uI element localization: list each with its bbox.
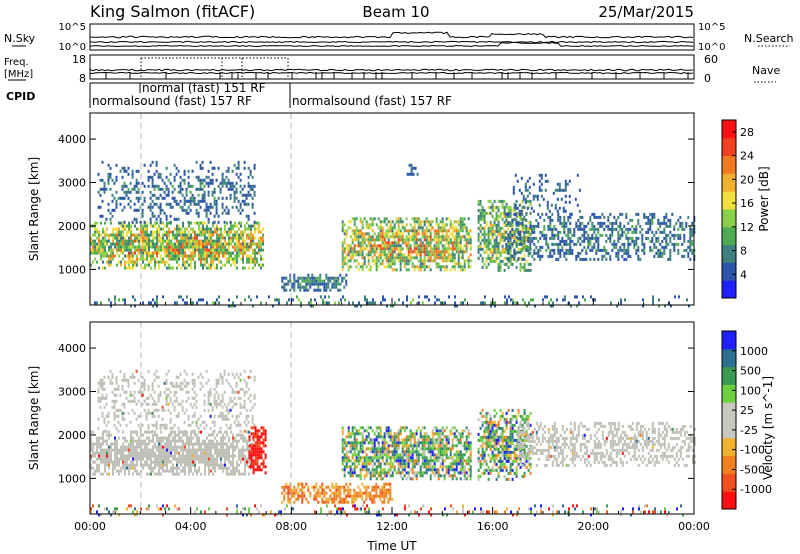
colorbar-segment	[722, 173, 736, 192]
colorbar-tick-label: 16	[740, 197, 754, 210]
velocity-heatmap-cells	[90, 369, 696, 517]
ytick-label: 3000	[58, 386, 86, 399]
nsky-tick-top: 10^5	[59, 22, 86, 33]
colorbar-segment	[722, 420, 736, 439]
station-title: King Salmon (fitACF)	[90, 2, 255, 21]
nave-tick-bottom: 0	[704, 72, 711, 85]
ytick-label: 3000	[58, 177, 86, 190]
colorbar-tick-label: 4	[740, 268, 747, 281]
colorbar-tick-label: 500	[740, 365, 761, 378]
colorbar-tick-label: 8	[740, 245, 747, 258]
nave-label: Nave	[752, 64, 780, 77]
xtick-label: 00:00	[74, 520, 106, 533]
colorbar-tick-label: 28	[740, 126, 754, 139]
ytick-label: 1000	[58, 472, 86, 485]
colorbar-segment	[722, 473, 736, 492]
power-plot-frame	[89, 112, 695, 306]
colorbar-tick-label: 25	[740, 404, 754, 417]
freq-unit: [MHz]	[4, 69, 33, 80]
ytick-label: 4000	[58, 133, 86, 146]
colorbar-segment	[722, 191, 736, 210]
colorbar-segment	[722, 120, 736, 139]
cpid-segment-2: normal (fast) 151 RF	[142, 81, 266, 95]
colorbar-segment	[722, 226, 736, 246]
xtick-label: 12:00	[376, 520, 408, 533]
cpid-strip: CPID normalsound (fast) 157 RF normal (f…	[6, 81, 694, 108]
colorbar-segment	[722, 491, 736, 510]
colorbar-tick-label: 20	[740, 173, 754, 186]
cpid-segment-1: normalsound (fast) 157 RF	[92, 94, 252, 108]
colorbar-tick-label: 24	[740, 150, 754, 163]
colorbar-segment	[722, 137, 736, 157]
colorbar-segment	[722, 437, 736, 457]
colorbar-segment	[722, 455, 736, 474]
freq-label: Freq.	[4, 57, 29, 68]
colorbar-segment	[722, 366, 736, 385]
xtick-label: 16:00	[477, 520, 509, 533]
ytick-label: 2000	[58, 220, 86, 233]
colorbar-segment	[722, 209, 736, 228]
colorbar-segment	[722, 262, 736, 281]
nsearch-tick-top: 10^5	[698, 22, 725, 33]
power-heatmap-cells	[90, 160, 696, 308]
nsky-label: N.Sky	[4, 32, 36, 45]
xtick-label: 20:00	[577, 520, 609, 533]
power-ylabel: Slant Range [km]	[27, 157, 41, 261]
freq-strip: Freq. [MHz] 18 8 60 0 Nave	[4, 53, 780, 85]
nsky-tick-bottom: 10^0	[59, 42, 86, 53]
colorbar-tick-label: -100	[740, 444, 765, 457]
ytick-label: 4000	[58, 342, 86, 355]
power-panel: 1000 2000 3000 4000 Slant Range [km]	[27, 112, 696, 308]
colorbar-segment	[722, 348, 736, 368]
velocity-ylabel: Slant Range [km]	[27, 366, 41, 470]
xtick-label: 08:00	[275, 520, 307, 533]
beam-title: Beam 10	[362, 3, 429, 21]
freq-tick-bottom: 8	[79, 72, 86, 85]
cpid-label: CPID	[6, 90, 35, 103]
nave-tick-top: 60	[704, 53, 718, 66]
velocity-colorbar: 1000 500 100 25 -25 -100 -500 -1000 Velocity [m…	[721, 330, 775, 510]
colorbar-segment	[722, 402, 736, 421]
cpid-segment-3: normalsound (fast) 157 RF	[292, 94, 452, 108]
colorbar-tick-label: 1000	[740, 345, 768, 358]
power-colorbar-label: Power [dB]	[757, 166, 771, 231]
xtick-label: 00:00	[678, 520, 710, 533]
colorbar-tick-label: -25	[740, 424, 758, 437]
colorbar-tick-label: 100	[740, 384, 761, 397]
colorbar-tick-label: -1000	[740, 483, 772, 496]
nsky-strip: N.Sky 10^5 10^0 10^5 10^0 N.Search	[4, 22, 794, 53]
ytick-label: 2000	[58, 429, 86, 442]
colorbar-segment	[722, 280, 736, 299]
nsearch-label: N.Search	[744, 32, 794, 45]
colorbar-tick-label: -500	[740, 463, 765, 476]
freq-tick-top: 18	[72, 53, 86, 66]
colorbar-segment	[722, 384, 736, 403]
ytick-label: 1000	[58, 263, 86, 276]
velocity-panel: 1000 2000 3000 4000 00:00 04:00 08:00 12:00 16:…	[27, 321, 710, 553]
xlabel: Time UT	[366, 539, 417, 553]
colorbar-tick-label: 12	[740, 221, 754, 234]
velocity-plot-frame	[89, 321, 695, 515]
xtick-label: 04:00	[175, 520, 207, 533]
power-colorbar: 4 8 12 16 20 24 28 Power [dB]	[721, 119, 771, 299]
colorbar-segment	[722, 244, 736, 263]
colorbar-segment	[722, 155, 736, 174]
velocity-colorbar-label: Velocity [m s^-1]	[761, 376, 775, 480]
colorbar-segment	[722, 331, 736, 350]
date-title: 25/Mar/2015	[598, 3, 694, 21]
nsearch-tick-bottom: 10^0	[698, 42, 725, 53]
